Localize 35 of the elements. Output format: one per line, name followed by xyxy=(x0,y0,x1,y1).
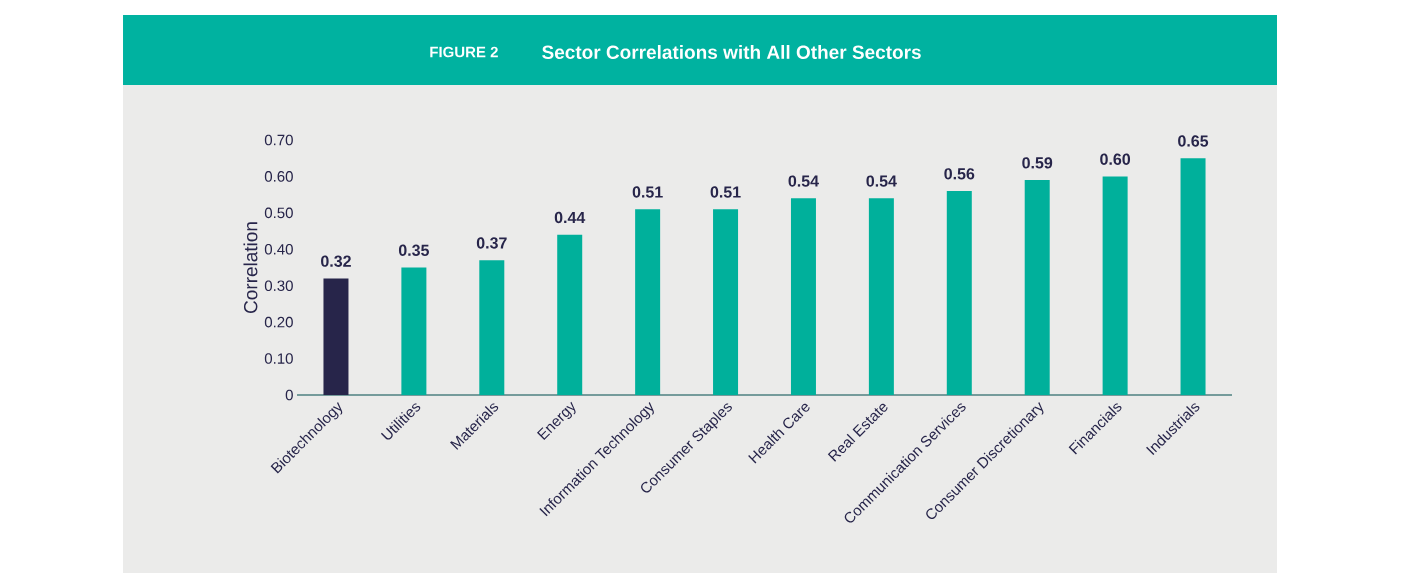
bar xyxy=(790,198,816,395)
y-tick-label: 0.70 xyxy=(264,134,293,146)
y-tick-label: 0.30 xyxy=(264,280,293,292)
y-tick-label: 0.20 xyxy=(264,316,293,328)
data-label: 0.51 xyxy=(710,186,741,198)
chart-title: Sector Correlations with All Other Sectors xyxy=(542,45,921,59)
data-label: 0.35 xyxy=(398,244,430,256)
data-label: 0.32 xyxy=(321,255,351,267)
data-label: 0.56 xyxy=(944,168,975,180)
y-tick-label: 0.10 xyxy=(264,353,293,364)
bar xyxy=(1180,158,1206,395)
bar xyxy=(868,198,894,395)
caption: FIGURE 2 xyxy=(430,46,498,58)
bar xyxy=(479,260,505,395)
data-label: 0.51 xyxy=(632,186,663,198)
y-axis-title: Correlation xyxy=(243,222,258,313)
data-label: 0.60 xyxy=(1100,153,1131,165)
data-label: 0.54 xyxy=(866,175,897,187)
y-tick-label: 0 xyxy=(285,389,293,401)
bar xyxy=(1024,180,1050,395)
bar xyxy=(635,209,661,395)
bar xyxy=(401,267,427,395)
data-label: 0.37 xyxy=(476,237,507,249)
data-label: 0.59 xyxy=(1022,157,1053,169)
y-tick-label: 0.40 xyxy=(264,243,293,255)
bar xyxy=(1102,176,1128,395)
data-label: 0.65 xyxy=(1178,135,1209,147)
data-label: 0.54 xyxy=(788,175,819,187)
y-tick-label: 0.50 xyxy=(264,207,293,219)
bar xyxy=(713,209,739,395)
bar xyxy=(557,234,583,395)
bar xyxy=(323,278,349,395)
y-tick-label: 0.60 xyxy=(264,171,293,182)
data-label: 0.44 xyxy=(554,211,586,224)
bar xyxy=(946,191,972,395)
